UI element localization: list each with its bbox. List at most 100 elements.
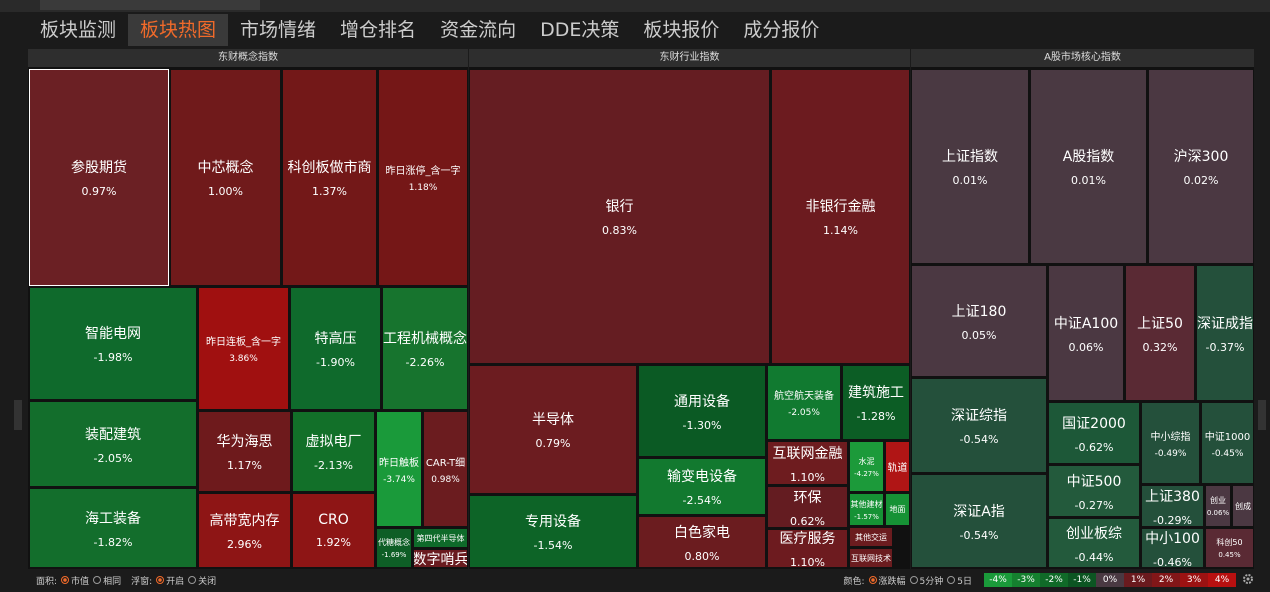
tile-name: 上证180 — [951, 303, 1007, 320]
radio-label[interactable]: 涨跌幅 — [878, 576, 906, 587]
radio[interactable] — [156, 576, 165, 584]
tile[interactable]: 其他建材 -1.57% — [849, 493, 884, 526]
tab[interactable]: 增仓排名 — [340, 19, 417, 41]
tile[interactable]: 深证成指 -0.37% — [1196, 265, 1254, 401]
collapse-right[interactable] — [1258, 400, 1266, 430]
tile[interactable]: 其他交运 — [849, 527, 893, 547]
tile[interactable]: 输变电设备 -2.54% — [638, 458, 766, 515]
tile[interactable]: 中证1000 -0.45% — [1201, 402, 1254, 484]
radio-label[interactable]: 相同 — [103, 576, 122, 587]
tile[interactable]: 昨日连板_含一字 3.86% — [198, 287, 289, 410]
tile[interactable]: 环保 0.62% — [767, 486, 848, 528]
tile[interactable]: 海工装备 -1.82% — [29, 488, 197, 568]
tab[interactable]: 板块监测 — [40, 19, 117, 41]
tile[interactable]: 通用设备 -1.30% — [638, 365, 766, 457]
radio[interactable] — [93, 576, 102, 584]
tile[interactable]: 建筑施工 -1.28% — [842, 365, 910, 440]
tile[interactable]: 昨日触板 -3.74% — [376, 411, 422, 527]
tile[interactable]: 创业板综 -0.44% — [1048, 518, 1140, 568]
radio[interactable] — [909, 576, 918, 584]
tab[interactable]: 板块报价 — [643, 19, 720, 41]
tile[interactable]: 代糖概念 -1.69% — [376, 528, 412, 568]
tile[interactable]: 深证综指 -0.54% — [911, 378, 1047, 473]
tile-change: 0.79% — [535, 437, 571, 450]
tile[interactable]: CAR-T细 0.98% — [423, 411, 468, 527]
tile[interactable]: 上证180 0.05% — [911, 265, 1047, 377]
tab[interactable]: 市场情绪 — [240, 19, 317, 41]
tile-change: -0.29% — [1153, 513, 1192, 527]
title-bar — [0, 0, 1270, 12]
tile[interactable]: 华为海思 1.17% — [198, 411, 291, 492]
radio-label[interactable]: 5日 — [957, 576, 972, 587]
tile-change: -0.54% — [959, 433, 999, 446]
radio[interactable] — [61, 576, 70, 584]
tile[interactable]: 创业 0.06% — [1205, 485, 1231, 527]
tab[interactable]: DDE决策 — [540, 19, 620, 41]
tile[interactable]: 中证500 -0.27% — [1048, 465, 1140, 517]
settings-icon[interactable] — [1242, 573, 1254, 588]
tile[interactable]: 特高压 -1.90% — [290, 287, 381, 410]
tab[interactable]: 板块热图 — [128, 14, 229, 46]
tile[interactable]: 医疗服务 1.10% — [767, 529, 848, 568]
tile-name: 数字哨兵 — [413, 551, 468, 568]
tile[interactable]: 参股期货 0.97% — [29, 69, 169, 286]
tile[interactable]: 中芯概念 1.00% — [170, 69, 281, 286]
tile[interactable]: 中小综指 -0.49% — [1141, 402, 1200, 484]
tile[interactable]: 上证指数 0.01% — [911, 69, 1029, 264]
tile[interactable]: 数字哨兵 — [413, 549, 468, 568]
tile[interactable]: 非银行金融 1.14% — [771, 69, 910, 364]
tile[interactable]: CRO 1.92% — [292, 493, 375, 568]
tile[interactable]: 上证50 0.32% — [1125, 265, 1195, 401]
tile[interactable]: 创成 — [1232, 485, 1254, 527]
tile-change: -2.13% — [314, 459, 353, 472]
tab[interactable]: 成分报价 — [743, 19, 820, 41]
tile[interactable]: 装配建筑 -2.05% — [29, 401, 197, 487]
tile[interactable]: 科创50 0.45% — [1205, 528, 1254, 568]
tile-name: 航空航天装备 — [774, 391, 834, 402]
radio-label[interactable]: 市值 — [71, 576, 90, 587]
tile[interactable]: 工程机械概念 -2.26% — [382, 287, 468, 410]
tile[interactable]: 半导体 0.79% — [469, 365, 637, 494]
tile-change: 1.17% — [227, 459, 262, 472]
radio[interactable] — [868, 576, 877, 584]
tab[interactable]: 资金流向 — [440, 19, 517, 41]
tile[interactable]: 白色家电 0.80% — [638, 516, 766, 568]
radio-label[interactable]: 开启 — [166, 576, 185, 587]
tile-name: 专用设备 — [525, 514, 581, 530]
radio-label[interactable]: 关闭 — [198, 576, 217, 587]
tile[interactable]: 轨道 — [885, 441, 910, 492]
tile-change: 0.62% — [790, 514, 825, 528]
tile[interactable]: 银行 0.83% — [469, 69, 770, 364]
tile[interactable]: 沪深300 0.02% — [1148, 69, 1254, 264]
tile[interactable]: 高带宽内存 2.96% — [198, 493, 291, 568]
tile-name: 中证500 — [1066, 473, 1122, 490]
tile[interactable]: 互联网金融 1.10% — [767, 441, 848, 485]
tile-name: 智能电网 — [85, 326, 141, 342]
tile[interactable]: 互联网技术 — [849, 548, 893, 568]
tile[interactable]: 上证380 -0.29% — [1141, 485, 1204, 527]
tile[interactable]: 地面 — [885, 493, 910, 526]
tab-bar: 板块监测 板块热图 市场情绪 增仓排名 资金流向 DDE决策 板块报价 成分报价 — [28, 14, 831, 46]
tile[interactable]: 专用设备 -1.54% — [469, 495, 637, 568]
tile-change: 0.02% — [1183, 174, 1219, 187]
tile[interactable]: 深证A指 -0.54% — [911, 474, 1047, 568]
tile[interactable]: 国证2000 -0.62% — [1048, 402, 1140, 464]
tile-change: 0.83% — [602, 224, 637, 237]
tile[interactable]: A股指数 0.01% — [1030, 69, 1147, 264]
radio[interactable] — [947, 576, 956, 584]
tile-change: 0.98% — [431, 474, 460, 485]
tile[interactable]: 虚拟电厂 -2.13% — [292, 411, 375, 492]
tile-name: 通用设备 — [674, 393, 730, 410]
tile[interactable]: 水泥 -4.27% — [849, 441, 884, 492]
tile[interactable]: 科创板做市商 1.37% — [282, 69, 377, 286]
tile[interactable]: 昨日涨停_含一字 1.18% — [378, 69, 468, 286]
radio-label[interactable]: 5分钟 — [919, 576, 944, 587]
collapse-left[interactable] — [14, 400, 22, 430]
tile[interactable]: 第四代半导体 — [413, 528, 468, 548]
tile-name: 高带宽内存 — [209, 513, 280, 529]
radio[interactable] — [188, 576, 197, 584]
tile[interactable]: 航空航天装备 -2.05% — [767, 365, 841, 440]
tile[interactable]: 智能电网 -1.98% — [29, 287, 197, 400]
tile[interactable]: 中证A100 0.06% — [1048, 265, 1124, 401]
tile[interactable]: 中小100 -0.46% — [1141, 528, 1204, 568]
